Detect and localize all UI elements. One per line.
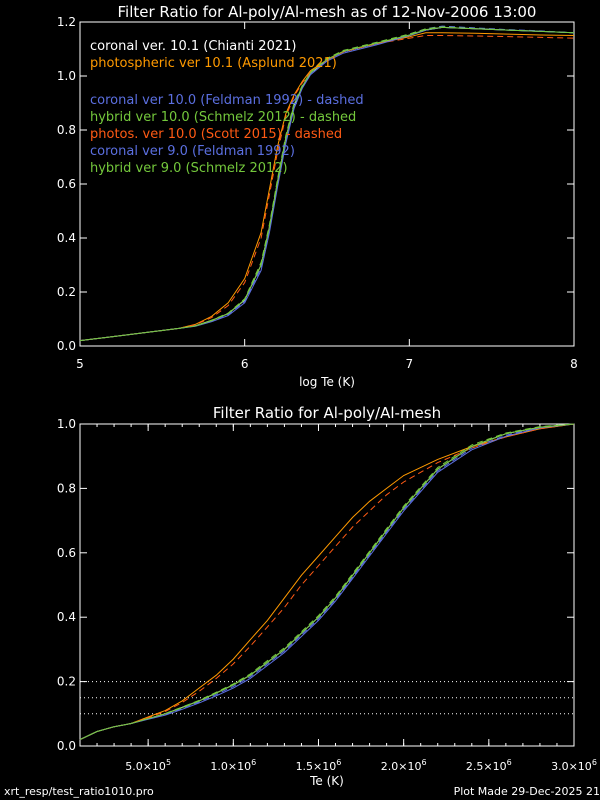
chart2-series-line — [79, 423, 575, 741]
chart2-title: Filter Ratio for Al-poly/Al-mesh — [213, 404, 441, 422]
chart1-series-line — [79, 26, 575, 342]
chart1-series-line — [79, 35, 575, 342]
chart1-legend-entry: coronal ver 9.0 (Feldman 1992) — [90, 144, 295, 159]
chart1-y-tick-label: 0.2 — [57, 285, 76, 299]
chart1-y-tick-label: 0.4 — [57, 231, 76, 245]
chart1-x-tick-label: 5 — [76, 357, 84, 371]
chart1-legend-entry: hybrid ver 9.0 (Schmelz 2012) — [90, 161, 288, 176]
chart2-y-tick-label: 1.0 — [57, 417, 76, 431]
chart1-series-line — [79, 26, 575, 342]
chart1-x-axis-label: log Te (K) — [299, 375, 355, 389]
chart1-series-line — [79, 25, 575, 342]
chart2-y-tick-label: 0.2 — [57, 675, 76, 689]
chart2-x-tick-label: 3.0×106 — [551, 758, 597, 773]
footer-filename: xrt_resp/test_ratio1010.pro — [4, 785, 154, 798]
chart1-series-line — [79, 26, 575, 342]
footer-timestamp: Plot Made 29-Dec-2025 21 — [453, 785, 600, 798]
chart1-legend-entry: hybrid ver 10.0 (Schmelz 2012) - dashed — [90, 110, 356, 125]
chart1-legend-entry: photospheric ver 10.1 (Asplund 2021) — [90, 56, 337, 71]
chart1-y-tick-label: 0.6 — [57, 177, 76, 191]
chart2-y-tick-label: 0.4 — [57, 610, 76, 624]
chart2-series-line — [79, 423, 575, 741]
chart2-x-tick-label: 5.0×105 — [125, 758, 171, 773]
chart2-plot-frame — [79, 423, 575, 747]
chart1-x-tick-label: 8 — [570, 357, 578, 371]
chart2-x-tick-label: 2.0×106 — [381, 758, 427, 773]
chart2-series-line — [79, 423, 575, 741]
chart1-x-tick-label: 7 — [406, 357, 414, 371]
chart1-series-line — [79, 26, 575, 342]
chart2-x-tick-label: 1.0×106 — [210, 758, 256, 773]
chart2-y-tick-label: 0.8 — [57, 481, 76, 495]
chart2-y-tick-label: 0.6 — [57, 546, 76, 560]
chart1-legend-entry: coronal ver 10.0 (Feldman 1992) - dashed — [90, 93, 364, 108]
chart1-y-tick-label: 0.8 — [57, 123, 76, 137]
chart2-y-tick-label: 0.0 — [57, 739, 76, 753]
chart2-x-tick-label: 2.5×106 — [466, 758, 512, 773]
chart1-legend-entry: photos. ver 10.0 (Scott 2015) - dashed — [90, 127, 342, 142]
chart1-series-line — [79, 32, 575, 342]
chart2-x-tick-label: 1.5×106 — [296, 758, 342, 773]
chart2-series-line — [79, 423, 575, 741]
chart1-legend-entry: coronal ver. 10.1 (Chianti 2021) — [90, 39, 296, 54]
chart1-y-tick-label: 1.0 — [57, 69, 76, 83]
chart2-series-line — [79, 423, 575, 741]
chart1-y-tick-label: 0.0 — [57, 339, 76, 353]
chart1-x-tick-label: 6 — [241, 357, 249, 371]
chart2-x-axis-label: Te (K) — [309, 774, 344, 788]
chart1-title: Filter Ratio for Al-poly/Al-mesh as of 1… — [118, 3, 537, 21]
chart2-series-line — [79, 423, 575, 741]
chart1-y-tick-label: 1.2 — [57, 15, 76, 29]
chart2-series-line — [79, 423, 575, 741]
